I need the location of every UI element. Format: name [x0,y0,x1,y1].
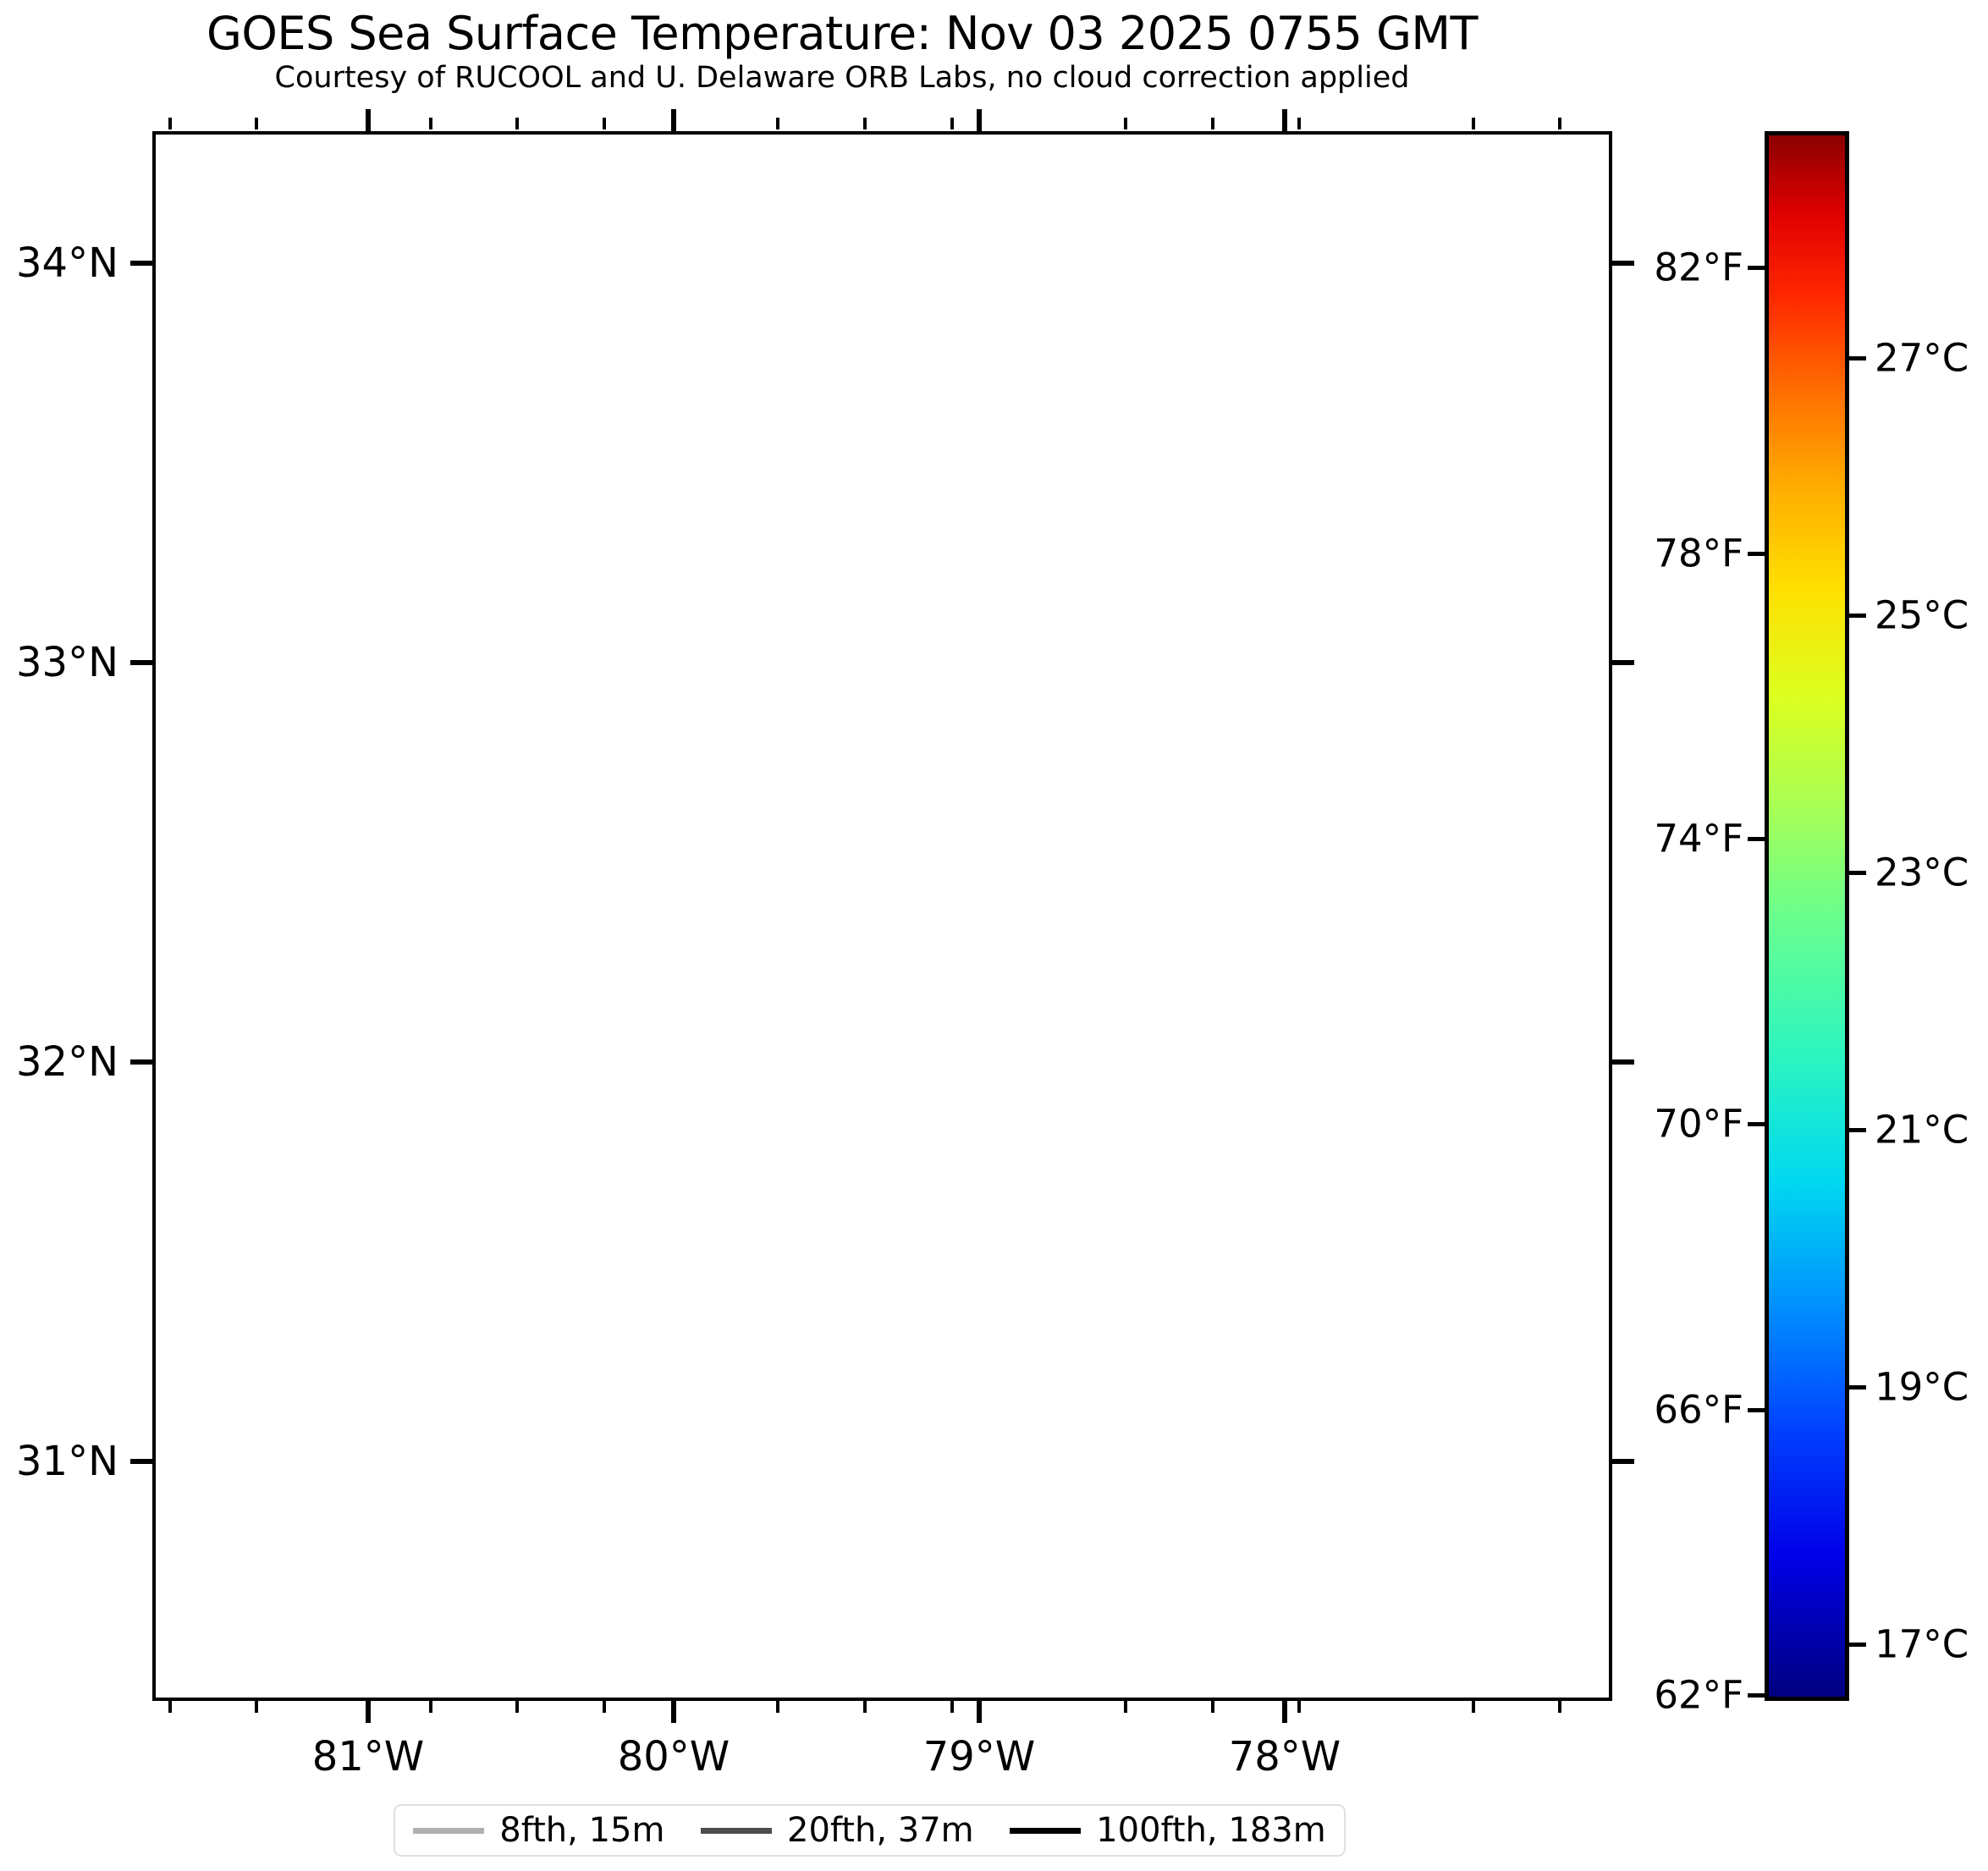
x-tick-minor [1297,1701,1302,1713]
x-tick-major-top [1282,109,1287,131]
x-tick-minor [602,1701,606,1713]
x-tick-minor [428,118,432,129]
x-tick-minor [1297,118,1302,129]
x-tick-minor [515,1701,520,1713]
x-tick-minor [1558,118,1562,129]
colorbar-tick-left [1748,837,1765,841]
colorbar-label-82f: 82°F [1654,245,1743,290]
y-tick-major-right [1612,660,1634,665]
x-tick-minor [950,118,954,129]
x-tick-minor [1210,1701,1214,1713]
x-tick-major-top [366,109,371,131]
sst-map-plot-area[interactable] [152,131,1612,1701]
x-tick-minor [1471,1701,1475,1713]
x-axis-label-78w: 78°W [1228,1733,1341,1780]
legend-label-8fth: 8fth, 15m [499,1811,665,1850]
legend-label-100fth: 100fth, 183m [1096,1811,1326,1850]
x-tick-major [671,1701,676,1723]
colorbar-label-21c: 21°C [1875,1107,1969,1153]
colorbar-label-74f: 74°F [1654,816,1743,861]
x-tick-minor [255,1701,259,1713]
x-tick-major [366,1701,371,1723]
temperature-colorbar[interactable] [1765,131,1849,1701]
colorbar-label-25c: 25°C [1875,592,1969,638]
x-tick-minor [515,118,520,129]
x-tick-minor [255,118,259,129]
colorbar-label-70f: 70°F [1654,1101,1743,1147]
x-tick-minor [602,118,606,129]
sst-raster-layer [156,135,1609,1698]
x-tick-minor [168,118,172,129]
x-tick-major-top [671,109,676,131]
colorbar-label-27c: 27°C [1875,335,1969,381]
x-axis-label-79w: 79°W [922,1733,1036,1780]
colorbar-tick-right [1849,614,1866,618]
colorbar-label-17c: 17°C [1875,1621,1969,1667]
x-tick-minor [1124,1701,1127,1713]
bathymetry-legend[interactable]: 8fth, 15m 20fth, 37m 100fth, 183m [394,1804,1346,1857]
colorbar-label-66f: 66°F [1654,1387,1743,1433]
x-tick-minor [1124,118,1127,129]
y-axis-label-32n: 32°N [16,1038,118,1086]
legend-item-100fth[interactable]: 100fth, 183m [1010,1811,1326,1850]
y-tick-major [130,660,152,665]
x-tick-minor [1558,1701,1562,1713]
legend-line-8fth-icon [413,1827,485,1834]
x-tick-minor [168,1701,172,1713]
x-tick-minor [862,118,867,129]
legend-line-100fth-icon [1010,1827,1082,1834]
x-axis-label-81w: 81°W [311,1733,425,1780]
y-tick-major-right [1612,1459,1634,1464]
x-tick-minor [776,118,780,129]
colorbar-tick-left [1748,552,1765,556]
colorbar-tick-left [1748,1408,1765,1412]
y-tick-major-right [1612,261,1634,266]
colorbar-tick-left [1748,1122,1765,1126]
x-tick-minor [1471,118,1475,129]
y-axis-label-31n: 31°N [16,1438,118,1485]
x-tick-major [977,1701,982,1723]
colorbar-tick-left [1748,266,1765,270]
x-tick-minor [862,1701,867,1713]
y-axis-label-33n: 33°N [16,639,118,686]
x-axis-label-80w: 80°W [617,1733,730,1780]
colorbar-tick-left [1748,1693,1765,1698]
page-subtitle: Courtesy of RUCOOL and U. Delaware ORB L… [274,61,1410,95]
x-tick-minor [428,1701,432,1713]
y-tick-major [130,1459,152,1464]
geography-overlay [156,135,1609,1698]
legend-item-20fth[interactable]: 20fth, 37m [701,1811,974,1850]
colorbar-label-62f: 62°F [1654,1672,1743,1718]
x-tick-minor [950,1701,954,1713]
legend-item-8fth[interactable]: 8fth, 15m [413,1811,664,1850]
legend-label-20fth: 20fth, 37m [787,1811,974,1850]
x-tick-minor [776,1701,780,1713]
colorbar-tick-right [1849,871,1866,875]
x-tick-major-top [977,109,982,131]
colorbar-tick-right [1849,1128,1866,1132]
colorbar-tick-right [1849,356,1866,360]
colorbar-tick-right [1849,1643,1866,1647]
y-tick-major [130,261,152,266]
colorbar-label-23c: 23°C [1875,850,1969,895]
x-tick-major [1282,1701,1287,1723]
colorbar-label-78f: 78°F [1654,531,1743,576]
y-axis-label-34n: 34°N [16,239,118,287]
page-title: GOES Sea Surface Temperature: Nov 03 202… [206,7,1479,60]
y-tick-major-right [1612,1059,1634,1065]
y-tick-major [130,1059,152,1065]
colorbar-tick-right [1849,1385,1866,1389]
x-tick-minor [1210,118,1214,129]
colorbar-label-19c: 19°C [1875,1364,1969,1410]
legend-line-20fth-icon [701,1827,772,1834]
